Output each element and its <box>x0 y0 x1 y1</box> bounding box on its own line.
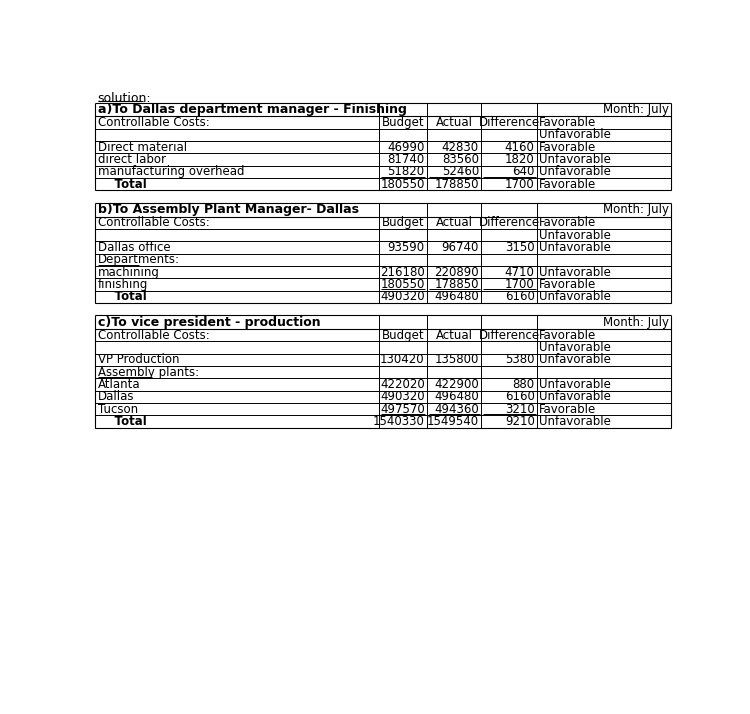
Text: Unfavorable: Unfavorable <box>539 290 611 303</box>
Text: c)To vice president - production: c)To vice president - production <box>98 316 320 328</box>
Text: Unfavorable: Unfavorable <box>539 341 611 354</box>
Text: Unfavorable: Unfavorable <box>539 378 611 391</box>
Text: 51820: 51820 <box>388 166 424 178</box>
Text: Unfavorable: Unfavorable <box>539 166 611 178</box>
Text: b)To Assembly Plant Manager- Dallas: b)To Assembly Plant Manager- Dallas <box>98 203 358 216</box>
Text: Dallas office: Dallas office <box>98 241 170 254</box>
Text: Actual: Actual <box>436 328 472 342</box>
Text: Favorable: Favorable <box>539 116 597 129</box>
Text: 422900: 422900 <box>434 378 479 391</box>
Text: Total: Total <box>98 290 146 303</box>
Text: finishing: finishing <box>98 278 148 291</box>
Text: Month: July: Month: July <box>603 103 669 116</box>
Text: VP Production: VP Production <box>98 353 179 366</box>
Text: Actual: Actual <box>436 216 472 229</box>
Text: 640: 640 <box>512 166 535 178</box>
Text: 880: 880 <box>512 378 535 391</box>
Text: Unfavorable: Unfavorable <box>539 129 611 141</box>
Text: Actual: Actual <box>436 116 472 129</box>
Text: Direct material: Direct material <box>98 141 187 154</box>
Text: Total: Total <box>98 178 146 191</box>
Text: Total: Total <box>98 415 146 428</box>
Text: Favorable: Favorable <box>539 216 597 229</box>
Text: 93590: 93590 <box>388 241 424 254</box>
Text: 42830: 42830 <box>442 141 479 154</box>
Text: 6160: 6160 <box>505 391 535 403</box>
Text: Tucson: Tucson <box>98 403 138 416</box>
Text: 490320: 490320 <box>380 391 424 403</box>
Text: 220890: 220890 <box>434 266 479 278</box>
Text: 1549540: 1549540 <box>427 415 479 428</box>
Text: Difference: Difference <box>478 216 540 229</box>
Text: 5380: 5380 <box>506 353 535 366</box>
Text: solution:: solution: <box>98 92 152 105</box>
Text: 178850: 178850 <box>434 178 479 191</box>
Text: 180550: 180550 <box>380 178 424 191</box>
Text: 6160: 6160 <box>505 290 535 303</box>
Text: Budget: Budget <box>382 116 424 129</box>
Text: Controllable Costs:: Controllable Costs: <box>98 116 209 129</box>
Text: 496480: 496480 <box>434 290 479 303</box>
Text: Favorable: Favorable <box>539 328 597 342</box>
Text: 422020: 422020 <box>380 378 424 391</box>
Text: Unfavorable: Unfavorable <box>539 228 611 241</box>
Text: 1820: 1820 <box>505 153 535 166</box>
Text: Favorable: Favorable <box>539 403 597 416</box>
Text: Difference: Difference <box>478 328 540 342</box>
Text: Dallas: Dallas <box>98 391 134 403</box>
Text: 3210: 3210 <box>505 403 535 416</box>
Text: 178850: 178850 <box>434 278 479 291</box>
Text: 4160: 4160 <box>505 141 535 154</box>
Text: 135800: 135800 <box>434 353 479 366</box>
Text: 216180: 216180 <box>380 266 424 278</box>
Text: 130420: 130420 <box>380 353 424 366</box>
Text: Unfavorable: Unfavorable <box>539 153 611 166</box>
Text: 494360: 494360 <box>434 403 479 416</box>
Text: 83560: 83560 <box>442 153 479 166</box>
Text: 1540330: 1540330 <box>373 415 424 428</box>
Text: Unfavorable: Unfavorable <box>539 353 611 366</box>
Text: 497570: 497570 <box>380 403 424 416</box>
Text: Budget: Budget <box>382 328 424 342</box>
Text: Unfavorable: Unfavorable <box>539 415 611 428</box>
Text: Atlanta: Atlanta <box>98 378 140 391</box>
Text: Favorable: Favorable <box>539 278 597 291</box>
Text: Controllable Costs:: Controllable Costs: <box>98 216 209 229</box>
Text: 52460: 52460 <box>442 166 479 178</box>
Text: 9210: 9210 <box>505 415 535 428</box>
Text: 490320: 490320 <box>380 290 424 303</box>
Text: 1700: 1700 <box>505 178 535 191</box>
Text: 46990: 46990 <box>387 141 424 154</box>
Text: a)To Dallas department manager - Finishing: a)To Dallas department manager - Finishi… <box>98 103 406 116</box>
Text: manufacturing overhead: manufacturing overhead <box>98 166 244 178</box>
Text: Unfavorable: Unfavorable <box>539 391 611 403</box>
Text: 81740: 81740 <box>388 153 424 166</box>
Text: Favorable: Favorable <box>539 141 597 154</box>
Text: 496480: 496480 <box>434 391 479 403</box>
Text: 180550: 180550 <box>380 278 424 291</box>
Text: Month: July: Month: July <box>603 203 669 216</box>
Text: Unfavorable: Unfavorable <box>539 266 611 278</box>
Text: 96740: 96740 <box>442 241 479 254</box>
Text: Unfavorable: Unfavorable <box>539 241 611 254</box>
Text: 1700: 1700 <box>505 278 535 291</box>
Text: Budget: Budget <box>382 216 424 229</box>
Text: 3150: 3150 <box>505 241 535 254</box>
Text: Controllable Costs:: Controllable Costs: <box>98 328 209 342</box>
Text: Difference: Difference <box>478 116 540 129</box>
Text: Assembly plants:: Assembly plants: <box>98 366 199 378</box>
Text: Departments:: Departments: <box>98 253 180 266</box>
Text: direct labor: direct labor <box>98 153 166 166</box>
Text: 4710: 4710 <box>505 266 535 278</box>
Text: Favorable: Favorable <box>539 178 597 191</box>
Text: Month: July: Month: July <box>603 316 669 328</box>
Text: machining: machining <box>98 266 160 278</box>
